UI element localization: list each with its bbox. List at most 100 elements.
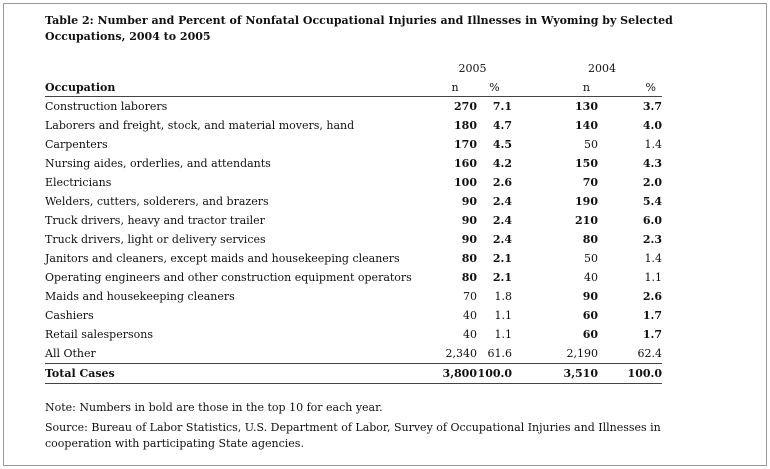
source: Source: Bureau of Labor Statistics, U.S.… xyxy=(45,421,661,450)
occupation: Cashiers xyxy=(45,309,94,322)
header-row: Occupation n % n % xyxy=(45,78,662,97)
occupation: Operating engineers and other constructi… xyxy=(45,271,412,284)
cell: 6.0 xyxy=(642,214,662,227)
cell: 80 xyxy=(582,233,598,246)
cell: 4.5 xyxy=(492,138,512,151)
cell: 100.0 xyxy=(598,363,662,384)
table-row: All Other 2,340 61.6 2,190 62.4 xyxy=(45,344,662,364)
cell: 190 xyxy=(575,195,598,208)
cell: 4.2 xyxy=(492,157,512,170)
cell: 100.0 xyxy=(477,363,512,384)
occupation: Electricians xyxy=(45,176,112,189)
cell: 3,800 xyxy=(433,363,477,384)
cell: 70 xyxy=(582,176,598,189)
table-row: Truck drivers, heavy and tractor trailer… xyxy=(45,211,662,230)
cell: 7.1 xyxy=(492,100,512,113)
occupation: Maids and housekeeping cleaners xyxy=(45,290,235,303)
occupation: Carpenters xyxy=(45,138,108,151)
cell: 70 xyxy=(463,290,477,303)
cell: 1.4 xyxy=(644,138,663,151)
cell: 1.1 xyxy=(494,309,513,322)
occupation: Nursing aides, orderlies, and attendants xyxy=(45,157,271,170)
cell: 1.7 xyxy=(642,309,662,322)
table-row: Construction laborers 270 7.1 130 3.7 xyxy=(45,97,662,117)
cell: 100 xyxy=(454,176,477,189)
cell: 40 xyxy=(463,328,477,341)
year-row: 2005 2004 xyxy=(45,59,662,78)
occupation: Welders, cutters, solderers, and brazers xyxy=(45,195,269,208)
cell: 2.0 xyxy=(642,176,662,189)
table-row: Welders, cutters, solderers, and brazers… xyxy=(45,192,662,211)
cell: 80 xyxy=(461,271,477,284)
occupation: Total Cases xyxy=(45,363,433,384)
cell: 50 xyxy=(584,138,598,151)
title: Table 2: Number and Percent of Nonfatal … xyxy=(45,14,673,43)
table-row: Operating engineers and other constructi… xyxy=(45,268,662,287)
cell: 62.4 xyxy=(637,347,663,360)
table-row: Cashiers 40 1.1 60 1.7 xyxy=(45,306,662,325)
cell: 2,340 xyxy=(445,347,478,360)
cell: 3,510 xyxy=(512,363,598,384)
cell: 40 xyxy=(463,309,477,322)
cell: 90 xyxy=(461,214,477,227)
occupation: All Other xyxy=(45,347,96,360)
cell: 90 xyxy=(461,233,477,246)
cell: 2.4 xyxy=(492,233,512,246)
column-header: % xyxy=(477,78,512,97)
cell: 2.6 xyxy=(492,176,512,189)
table-row: Retail salespersons 40 1.1 60 1.7 xyxy=(45,325,662,344)
cell: 2.4 xyxy=(492,214,512,227)
table-row: Electricians 100 2.6 70 2.0 xyxy=(45,173,662,192)
cell: 4.0 xyxy=(642,119,662,132)
cell: 90 xyxy=(461,195,477,208)
cell: 130 xyxy=(575,100,598,113)
cell: 150 xyxy=(575,157,598,170)
cell: 1.1 xyxy=(494,328,513,341)
cell: 1.4 xyxy=(644,252,663,265)
cell: 270 xyxy=(454,100,477,113)
frame xyxy=(3,3,767,466)
cell: 2,190 xyxy=(566,347,599,360)
cell: 50 xyxy=(584,252,598,265)
cell: 4.3 xyxy=(642,157,662,170)
cell: 2.1 xyxy=(492,252,512,265)
cell: 80 xyxy=(461,252,477,265)
column-header: Occupation xyxy=(45,78,433,97)
cell: 4.7 xyxy=(492,119,512,132)
cell: 90 xyxy=(582,290,598,303)
cell: 2.3 xyxy=(642,233,662,246)
cell: 210 xyxy=(575,214,598,227)
data-table: 2005 2004 Occupation n % n % Constructio… xyxy=(45,59,662,384)
year: 2004 xyxy=(588,62,616,75)
year: 2005 xyxy=(458,62,487,75)
occupation: Laborers and freight, stock, and materia… xyxy=(45,119,355,132)
column-header: n xyxy=(512,78,598,97)
table-row: Total Cases 3,800 100.0 3,510 100.0 xyxy=(45,363,662,384)
column-header: n xyxy=(433,78,477,97)
cell: 61.6 xyxy=(487,347,513,360)
column-header: % xyxy=(598,78,662,97)
cell: 170 xyxy=(454,138,477,151)
table-row: Maids and housekeeping cleaners 70 1.8 90 2.… xyxy=(45,287,662,306)
table-row: Nursing aides, orderlies, and attendants… xyxy=(45,154,662,173)
occupation: Construction laborers xyxy=(45,100,168,113)
note: Note: Numbers in bold are those in the t… xyxy=(45,401,383,414)
occupation: Janitors and cleaners, except maids and … xyxy=(45,252,400,265)
cell: 1.8 xyxy=(494,290,513,303)
table-row: Laborers and freight, stock, and materia… xyxy=(45,116,662,135)
table-row: Janitors and cleaners, except maids and … xyxy=(45,249,662,268)
cell: 40 xyxy=(584,271,598,284)
occupation: Retail salespersons xyxy=(45,328,153,341)
cell: 140 xyxy=(575,119,598,132)
cell: 160 xyxy=(454,157,477,170)
cell: 60 xyxy=(582,309,598,322)
cell: 3.7 xyxy=(642,100,662,113)
table-row: Carpenters 170 4.5 50 1.4 xyxy=(45,135,662,154)
cell: 2.4 xyxy=(492,195,512,208)
cell: 60 xyxy=(582,328,598,341)
cell: 5.4 xyxy=(642,195,662,208)
occupation: Truck drivers, light or delivery service… xyxy=(45,233,266,246)
cell: 2.6 xyxy=(642,290,662,303)
cell: 1.1 xyxy=(644,271,663,284)
